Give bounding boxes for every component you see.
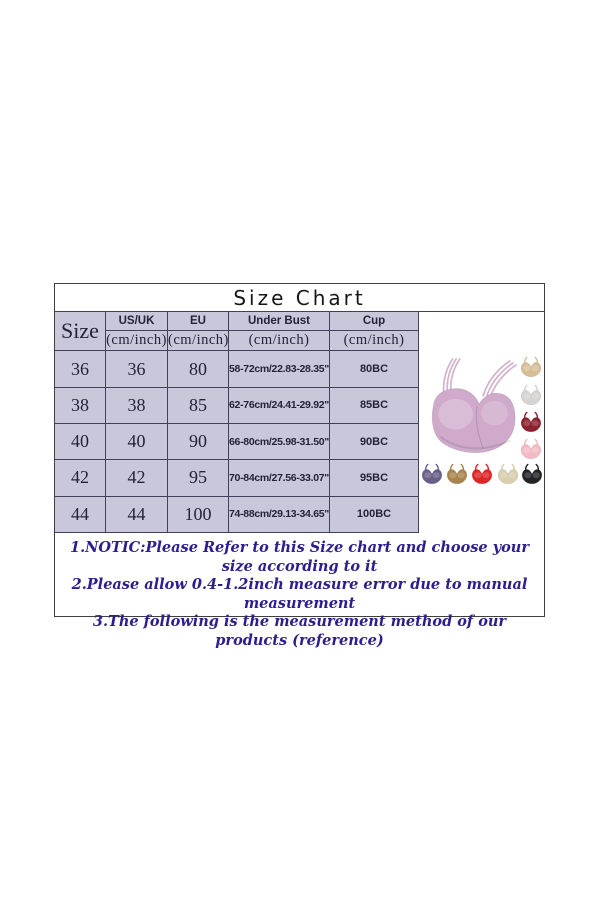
cell-eu: 85 [167,386,229,425]
cell-size: 36 [55,350,106,388]
cell-cup: 90BC [329,422,419,461]
product-photo [419,312,544,533]
header-under-bust: Under Bust [228,312,330,332]
cell-size: 40 [55,422,106,461]
cell-eu: 90 [167,422,229,461]
cell-cup: 80BC [329,350,419,388]
unit-us-uk: (cm/inch) [105,330,168,352]
cell-under-bust: 66-80cm/25.98-31.50" [228,422,330,461]
bra-thumbnail-pink [519,436,543,462]
bra-thumbnail-khaki [445,461,469,487]
bra-thumbnail-burgundy [519,409,543,435]
cell-under-bust: 70-84cm/27.56-33.07" [228,459,330,497]
cell-size: 42 [55,459,106,497]
cell-under-bust: 62-76cm/24.41-29.92" [228,386,330,425]
cell-eu: 95 [167,459,229,497]
table-row: 44 44 100 74-88cm/29.13-34.65" 100BC [55,495,419,533]
cell-us-uk: 42 [105,459,168,497]
cell-eu: 100 [167,495,229,533]
note-line-2: 2.Please allow 0.4-1.2inch measure error… [71,576,528,612]
bra-thumbnail-cream [496,461,520,487]
main-bra-image [426,358,519,459]
bra-thumbnail-white [519,382,543,408]
cell-size: 38 [55,386,106,425]
size-chart-panel: Size Chart Size US/UK EU Under Bust Cup … [54,283,545,649]
table-row: 38 38 85 62-76cm/24.41-29.92" 85BC [55,386,419,425]
cell-cup: 85BC [329,386,419,425]
unit-eu: (cm/inch) [167,330,229,352]
cell-us-uk: 40 [105,422,168,461]
cell-size: 44 [55,495,106,533]
size-table: Size US/UK EU Under Bust Cup (cm/inch) (… [55,312,419,533]
unit-under-bust: (cm/inch) [228,330,330,352]
note-line-3: 3.The following is the measurement metho… [92,613,507,649]
cell-cup: 100BC [329,495,419,533]
cell-us-uk: 36 [105,350,168,388]
table-row: 42 42 95 70-84cm/27.56-33.07" 95BC [55,459,419,497]
header-us-uk: US/UK [105,312,168,332]
cell-under-bust: 74-88cm/29.13-34.65" [228,495,330,533]
table-row: 36 36 80 58-72cm/22.83-28.35" 80BC [55,350,419,388]
bra-thumbnail-black [520,461,544,487]
cell-us-uk: 44 [105,495,168,533]
page-title: Size Chart [55,284,544,312]
cell-under-bust: 58-72cm/22.83-28.35" [228,350,330,388]
notes-section: 1.NOTIC:Please Refer to this Size chart … [55,532,544,650]
bra-thumbnail-red [470,461,494,487]
unit-cup: (cm/inch) [329,330,419,352]
cell-cup: 95BC [329,459,419,497]
header-cup: Cup [329,312,419,332]
cell-us-uk: 38 [105,386,168,425]
cell-eu: 80 [167,350,229,388]
header-eu: EU [167,312,229,332]
note-line-1: 1.NOTIC:Please Refer to this Size chart … [70,539,529,575]
chart-body: Size US/UK EU Under Bust Cup (cm/inch) (… [55,312,544,533]
header-size: Size [55,312,106,352]
bra-thumbnail-beige [519,354,543,380]
bra-thumbnail-purple [420,461,444,487]
table-row: 40 40 90 66-80cm/25.98-31.50" 90BC [55,422,419,461]
